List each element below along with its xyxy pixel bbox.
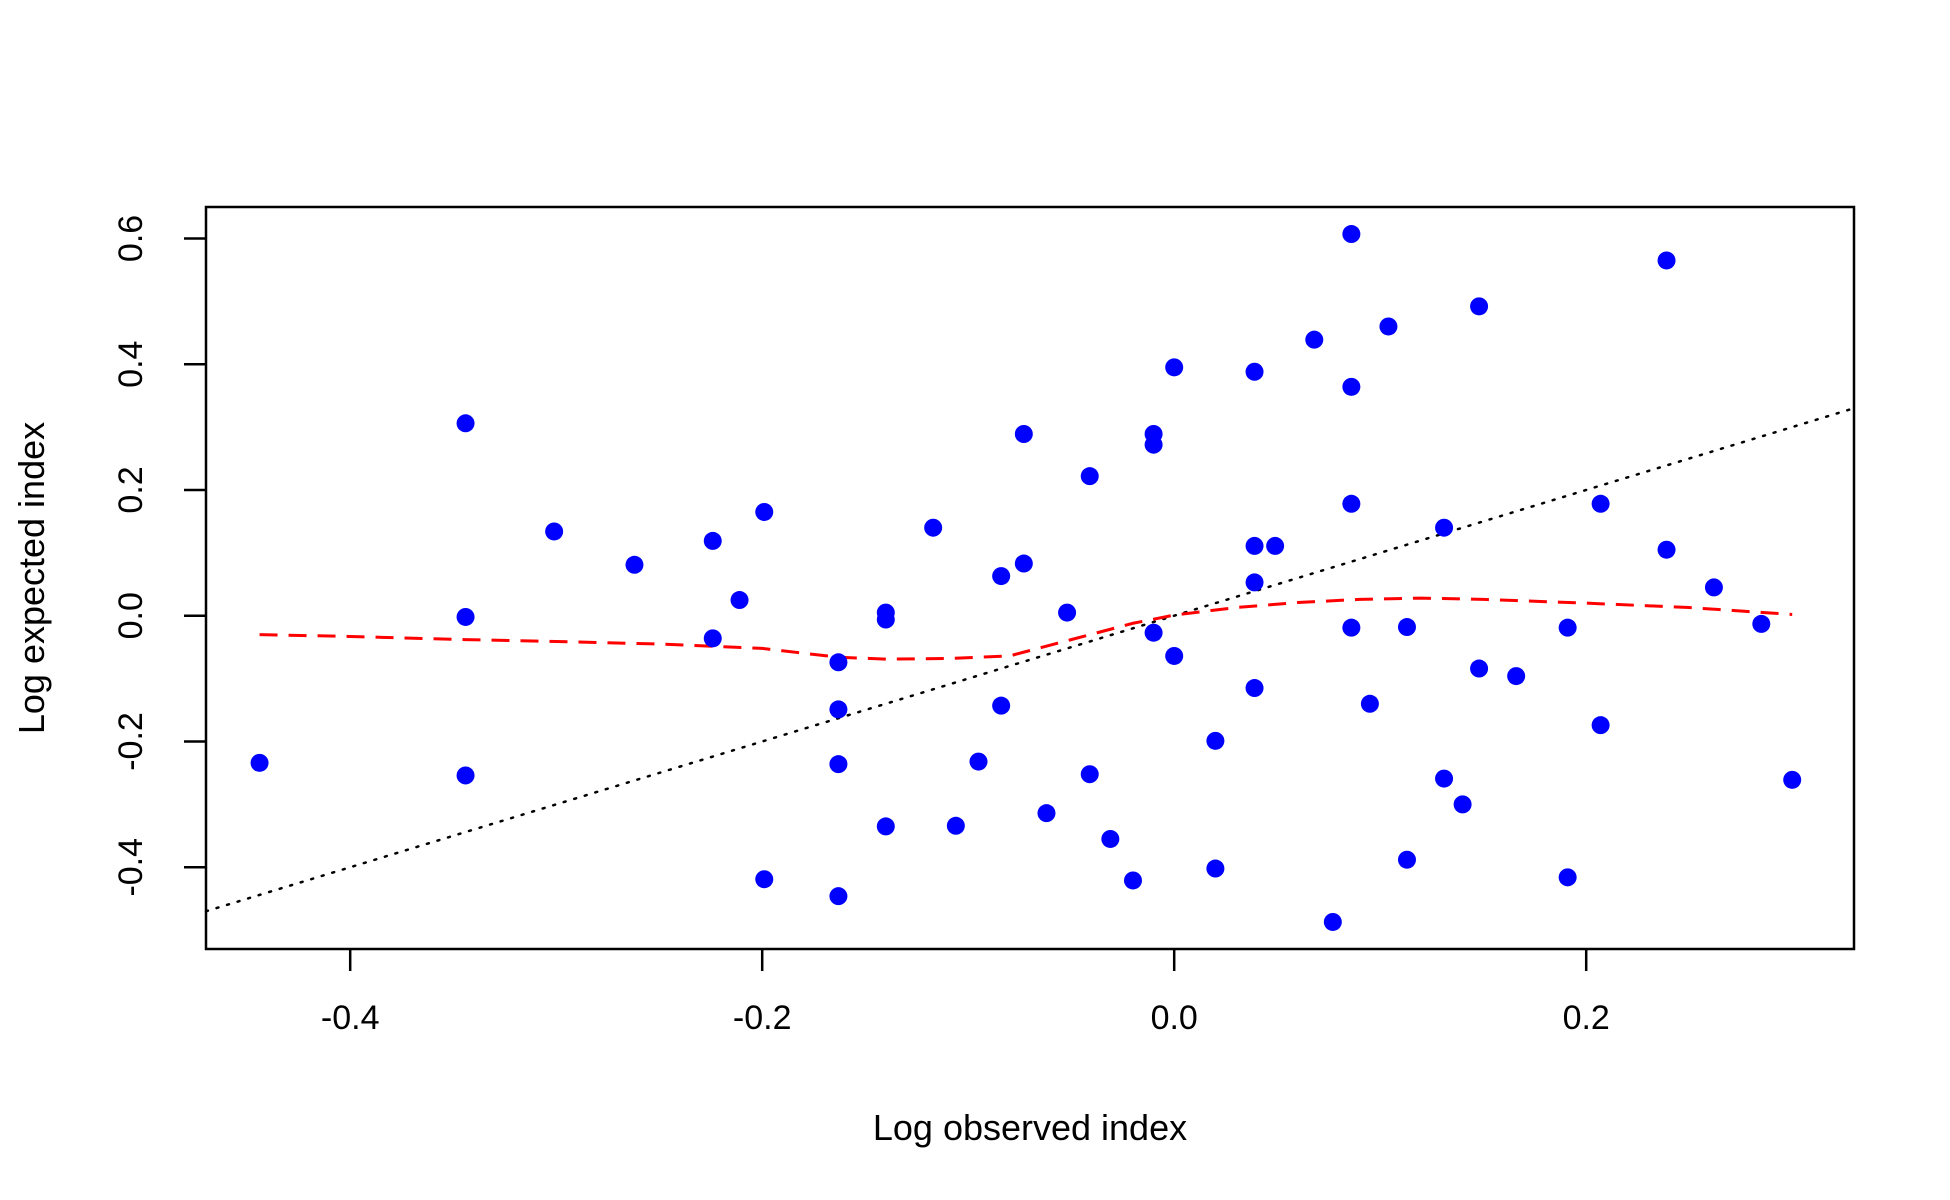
data-point — [876, 610, 895, 629]
x-tick-label: -0.4 — [321, 999, 380, 1037]
data-point — [1360, 694, 1379, 713]
data-point — [1245, 679, 1264, 698]
data-point — [1206, 731, 1225, 750]
data-point — [703, 629, 722, 648]
y-tick-label: 0.4 — [112, 341, 150, 388]
data-point — [1453, 795, 1472, 814]
data-point — [1470, 659, 1489, 678]
plot-frame — [204, 205, 1856, 951]
data-point — [1206, 859, 1225, 878]
data-point — [1124, 871, 1142, 890]
x-tick-label: 0.0 — [1151, 999, 1198, 1037]
data-point — [1323, 912, 1342, 931]
data-point — [703, 531, 722, 550]
y-axis: -0.4 -0.2 0.0 0.2 0.4 0.6 — [112, 215, 206, 897]
data-point — [1397, 850, 1416, 869]
data-point — [1558, 868, 1577, 887]
smooth-line — [259, 596, 1793, 661]
data-point — [250, 753, 269, 772]
data-point — [755, 870, 774, 889]
x-tick-label: -0.2 — [733, 999, 792, 1037]
data-point — [456, 414, 475, 433]
data-point — [1591, 716, 1610, 735]
data-point — [1783, 770, 1802, 789]
data-point — [992, 567, 1011, 586]
data-point — [1657, 251, 1676, 270]
data-point — [1014, 554, 1033, 573]
data-point — [1165, 358, 1184, 377]
data-point — [1245, 573, 1264, 592]
data-point — [730, 591, 749, 610]
data-point — [1342, 494, 1361, 513]
data-point — [969, 752, 988, 771]
data-point — [946, 816, 965, 835]
data-point — [1165, 646, 1184, 665]
y-tick-label: 0.6 — [112, 215, 150, 262]
data-point — [829, 653, 848, 672]
plot-area — [204, 225, 1856, 931]
data-point — [456, 607, 475, 626]
identity-line — [204, 406, 1856, 913]
y-tick-label: -0.4 — [112, 838, 150, 897]
data-point — [1397, 618, 1416, 637]
data-point — [1342, 618, 1361, 637]
data-point — [1591, 494, 1610, 513]
y-tick-label: -0.2 — [112, 712, 150, 771]
data-point — [625, 555, 644, 574]
data-point — [992, 696, 1011, 715]
data-point — [1144, 435, 1163, 454]
data-point — [1507, 667, 1526, 686]
data-point — [1470, 297, 1489, 316]
y-tick-label: 0.2 — [112, 466, 150, 513]
data-point — [1245, 536, 1264, 555]
data-point — [829, 700, 848, 719]
x-axis: -0.4 -0.2 0.0 0.2 — [321, 949, 1610, 1037]
data-point — [1379, 317, 1398, 336]
data-point — [1245, 362, 1264, 381]
data-point — [1266, 536, 1285, 555]
data-point — [829, 755, 848, 774]
data-point — [1435, 769, 1454, 788]
data-point — [1657, 540, 1676, 559]
y-axis-label: Log expected index — [11, 422, 52, 734]
data-point — [1080, 467, 1099, 486]
data-point — [924, 518, 943, 537]
data-point — [1014, 425, 1033, 444]
data-point — [1342, 377, 1361, 396]
x-tick-label: 0.2 — [1563, 999, 1610, 1037]
data-point — [1305, 330, 1324, 349]
data-point — [1080, 765, 1099, 784]
data-point — [876, 817, 895, 836]
data-point — [1342, 225, 1361, 244]
data-point — [755, 502, 774, 521]
data-point — [1752, 614, 1771, 633]
data-point — [1058, 603, 1077, 622]
data-point — [1144, 623, 1163, 642]
data-point — [1704, 578, 1723, 597]
data-point — [829, 887, 848, 906]
data-point — [1101, 829, 1120, 848]
x-axis-label: Log observed index — [873, 1107, 1187, 1148]
data-point — [1558, 618, 1577, 637]
data-point — [1037, 804, 1056, 823]
data-point — [456, 766, 475, 785]
y-tick-label: 0.0 — [112, 592, 150, 639]
data-point — [1435, 518, 1454, 537]
data-point — [545, 522, 564, 541]
